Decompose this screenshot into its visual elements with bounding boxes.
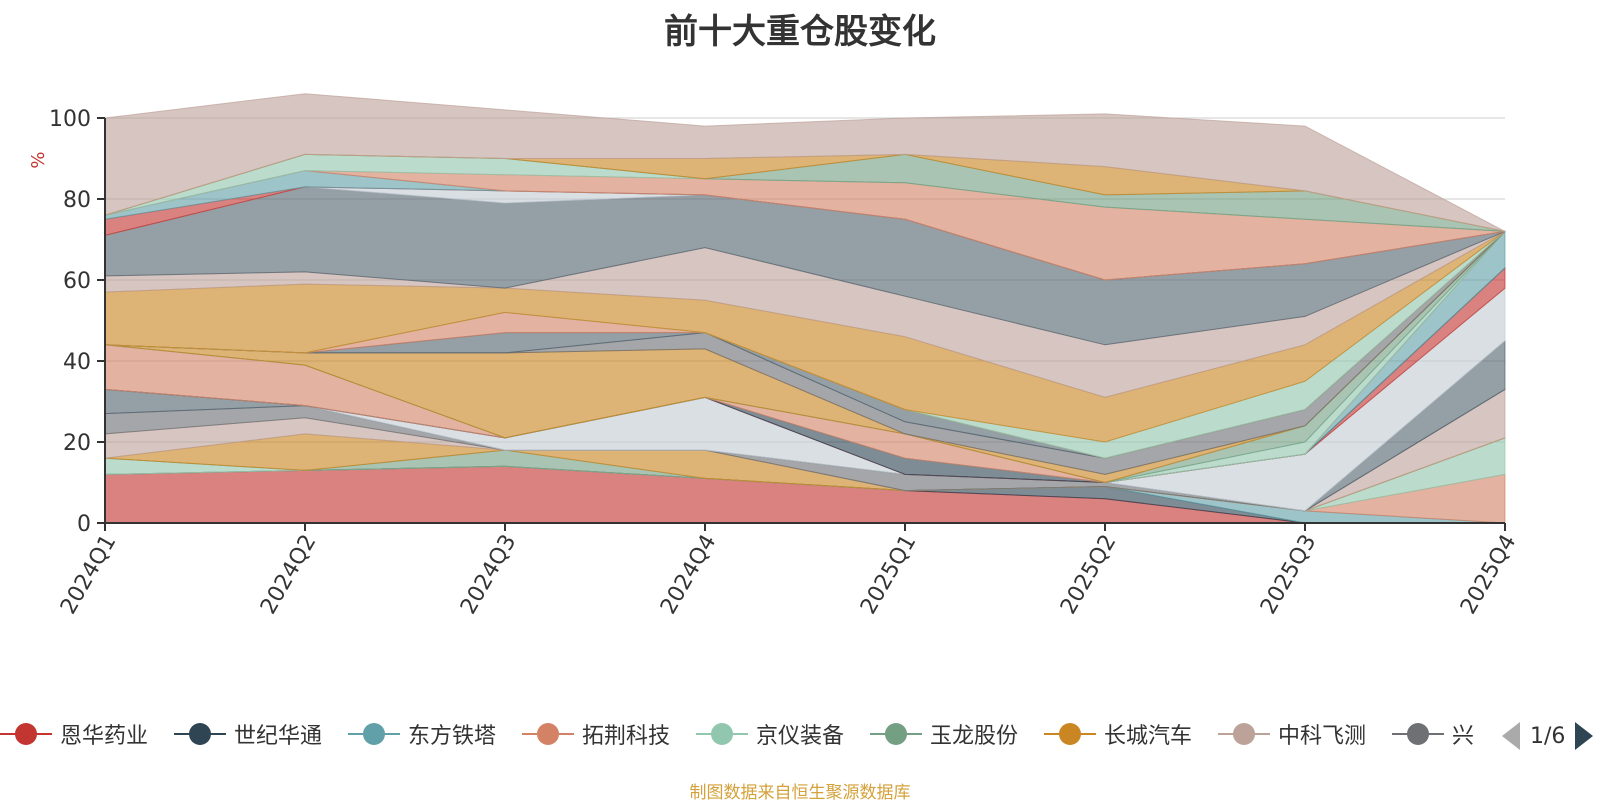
legend-label: 世纪华通 [234,724,323,749]
legend-item[interactable]: 中科飞测 [1218,716,1366,752]
legend-next-page-icon[interactable] [1575,722,1594,750]
y-tick-label: 0 [77,512,91,537]
legend-marker-icon [522,722,574,746]
x-tick-label: 2024Q4 [656,531,721,619]
legend-label: 中科飞测 [1278,724,1367,749]
area-series-40[interactable] [104,93,1506,232]
legend-prev-page-icon[interactable] [1502,722,1520,750]
x-tick-label: 2024Q1 [56,531,121,619]
legend: 恩华药业 世纪华通 东方铁塔 拓荆科技 京仪装备 玉龙股份 长城汽车 中科飞测 兴 [0,716,1490,752]
legend-marker-icon [0,722,52,746]
x-tick-label: 2025Q3 [1256,531,1321,619]
y-tick-label: 80 [63,188,91,213]
legend-marker-icon [696,722,748,746]
x-tick-label: 2024Q2 [256,531,321,619]
legend-item[interactable]: 恩华药业 [0,716,148,752]
legend-marker-icon [348,722,400,746]
legend-marker-icon [870,722,922,746]
area-series-layer [104,93,1506,524]
legend-marker-icon [1044,722,1096,746]
source-note: 制图数据来自恒生聚源数据库 [689,783,911,803]
x-tick-label: 2024Q3 [456,531,521,619]
legend-item[interactable]: 京仪装备 [696,716,844,752]
legend-label: 玉龙股份 [930,724,1019,749]
legend-page-indicator: 1/6 [1530,723,1566,749]
legend-pager: 1/6 [1502,718,1600,754]
x-tick-label: 2025Q1 [856,531,921,619]
legend-marker-icon [1218,722,1270,746]
stacked-area-chart: 0 20 40 60 80 100 2024Q1 2024Q2 2024Q3 2024Q4 2025… [28,93,1521,619]
y-tick-label: 20 [63,431,91,456]
legend-label: 拓荆科技 [582,724,671,749]
legend-label: 兴 [1452,724,1475,749]
x-tick-label: 2025Q4 [1456,531,1521,619]
legend-item[interactable]: 东方铁塔 [348,716,496,752]
y-tick-label: 100 [49,107,91,132]
legend-item[interactable]: 长城汽车 [1044,716,1192,752]
y-axis-label: % [28,151,49,168]
legend-label: 恩华药业 [60,724,149,749]
y-tick-label: 40 [63,350,91,375]
legend-marker-icon [1392,722,1444,746]
legend-item[interactable]: 兴 [1392,716,1474,752]
legend-item[interactable]: 玉龙股份 [870,716,1018,752]
x-tick-label: 2025Q2 [1056,531,1121,619]
y-tick-label: 60 [63,269,91,294]
legend-marker-icon [174,722,226,746]
legend-label: 东方铁塔 [408,724,497,749]
legend-item[interactable]: 拓荆科技 [522,716,670,752]
legend-label: 京仪装备 [756,724,845,749]
legend-item[interactable]: 世纪华通 [174,716,322,752]
chart-title: 前十大重仓股变化 [664,12,936,52]
legend-label: 长城汽车 [1104,724,1193,749]
